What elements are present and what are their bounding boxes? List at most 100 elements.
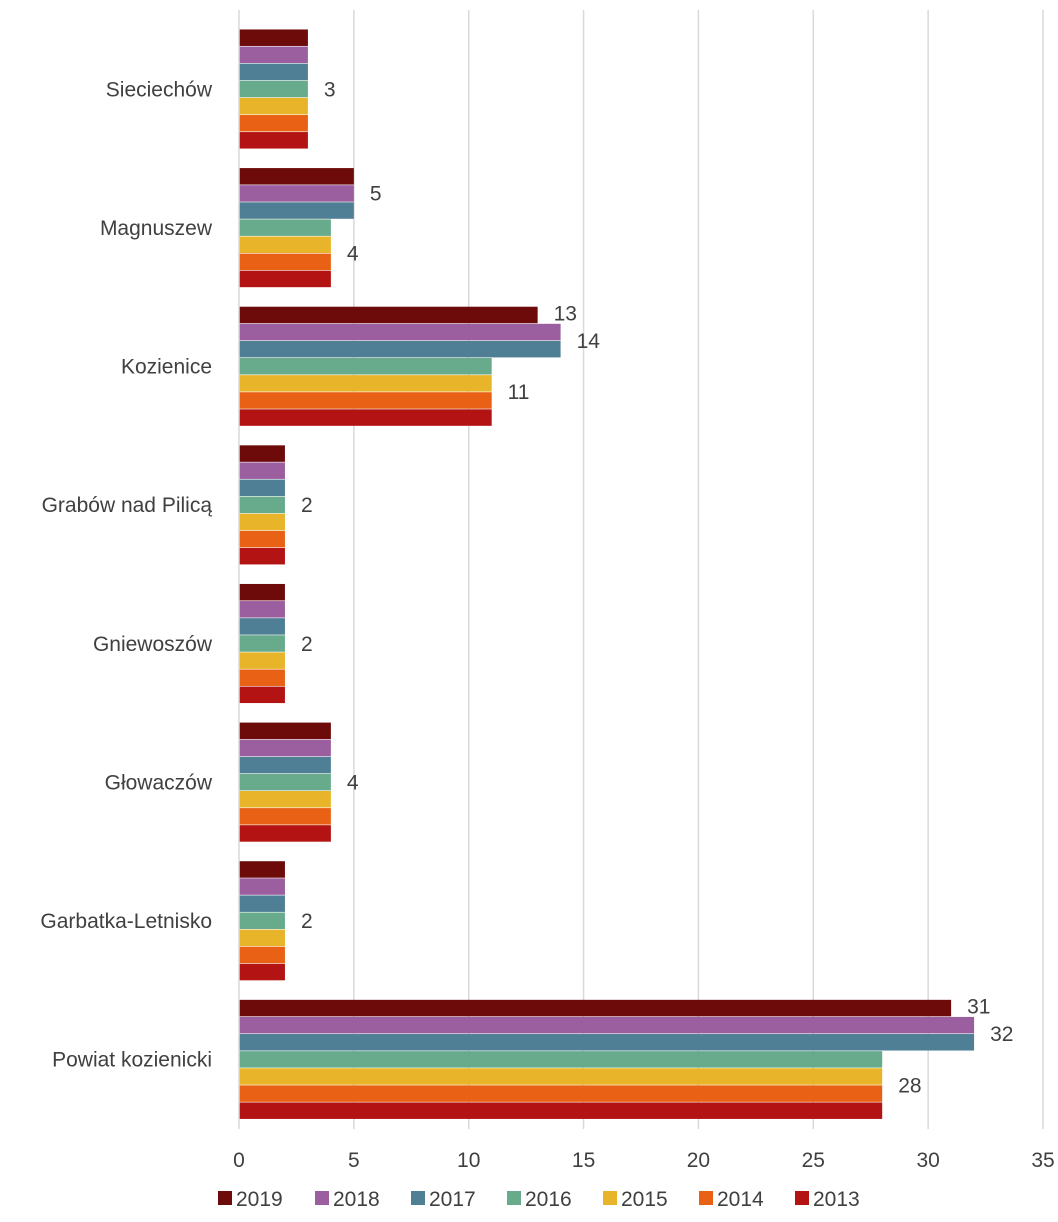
bar-garbatka-letnisko-2016: Garbatka-Letnisko 2016: 2	[239, 912, 285, 930]
data-label-sieciechow-3: 3	[324, 78, 336, 101]
bar-sieciechow-2016: Sieciechów 2016: 3	[239, 80, 308, 98]
bar-grabow-nad-pilica-2014: Grabów nad Pilicą 2014: 2	[239, 530, 285, 548]
data-label-powiat-kozienicki-32: 32	[990, 1023, 1013, 1046]
data-label-gniewoszow-2: 2	[301, 633, 313, 656]
bar-grabow-nad-pilica-2015: Grabów nad Pilicą 2015: 2	[239, 513, 285, 531]
bar-garbatka-letnisko-2015: Garbatka-Letnisko 2015: 2	[239, 929, 285, 947]
bar-sieciechow-2018: Sieciechów 2018: 3	[239, 46, 308, 64]
bar-kozienice-2018: Kozienice 2018: 14	[239, 323, 561, 341]
bar-gniewoszow-2013: Gniewoszów 2013: 2	[239, 686, 285, 704]
bar-gniewoszow-2017: Gniewoszów 2017: 2	[239, 618, 285, 635]
x-tick-label-15: 15	[572, 1149, 595, 1172]
bar-sieciechow-2015: Sieciechów 2015: 3	[239, 97, 308, 115]
category-label-garbatka-letnisko: Garbatka-Letnisko	[40, 910, 212, 933]
bar-gniewoszow-2014: Gniewoszów 2014: 2	[239, 669, 285, 686]
category-label-sieciechow: Sieciechów	[106, 78, 213, 101]
data-label-powiat-kozienicki-28: 28	[898, 1074, 921, 1097]
bar-magnuszew-2014: Magnuszew 2014: 4	[239, 253, 331, 271]
legend: 2019 2018 2017 2016 2015 2014 2013	[218, 1188, 860, 1211]
data-label-magnuszew-4: 4	[347, 243, 359, 266]
category-label-magnuszew: Magnuszew	[100, 217, 213, 240]
legend-label-2018: 2018	[333, 1188, 380, 1211]
x-tick-label-30: 30	[916, 1149, 939, 1172]
category-label-glowaczow: Głowaczów	[105, 771, 213, 794]
legend-label-2019: 2019	[236, 1188, 283, 1211]
x-tick-label-5: 5	[348, 1149, 360, 1172]
x-axis-tick-labels: 0 5 10 15 20 25 30 35	[233, 1149, 1055, 1172]
bar-magnuszew-2016: Magnuszew 2016: 4	[239, 219, 331, 236]
bar-garbatka-letnisko-2018: Garbatka-Letnisko 2018: 2	[239, 878, 285, 895]
bar-sieciechow-2013: Sieciechów 2013: 3	[239, 132, 308, 149]
data-label-kozienice-14: 14	[577, 330, 601, 353]
bar-glowaczow-2014: Głowaczów 2014: 4	[239, 808, 331, 825]
bar-garbatka-letnisko-2019: Garbatka-Letnisko 2019: 2	[239, 861, 285, 878]
bar-gniewoszow-2016: Gniewoszów 2016: 2	[239, 635, 285, 652]
bar-grabow-nad-pilica-2017: Grabów nad Pilicą 2017: 2	[239, 479, 285, 497]
bar-garbatka-letnisko-2017: Garbatka-Letnisko 2017: 2	[239, 895, 285, 912]
bar-powiat-kozienicki-2019: Powiat kozienicki 2019: 31	[239, 999, 952, 1017]
category-label-kozienice: Kozienice	[121, 356, 212, 379]
bar-glowaczow-2018: Głowaczów 2018: 4	[239, 739, 331, 757]
bar-kozienice-2014: Kozienice 2014: 11	[239, 392, 492, 409]
bar-grabow-nad-pilica-2013: Grabów nad Pilicą 2013: 2	[239, 547, 285, 565]
bar-gniewoszow-2019: Gniewoszów 2019: 2	[239, 583, 285, 601]
bar-gniewoszow-2018: Gniewoszów 2018: 2	[239, 601, 285, 618]
bar-powiat-kozienicki-2015: Powiat kozienicki 2015: 28	[239, 1068, 883, 1085]
bar-kozienice-2015: Kozienice 2015: 11	[239, 375, 492, 392]
bar-sieciechow-2014: Sieciechów 2014: 3	[239, 114, 308, 132]
data-label-powiat-kozienicki-31: 31	[967, 995, 990, 1018]
legend-swatch-2019	[218, 1191, 232, 1205]
data-label-kozienice-13: 13	[554, 302, 577, 325]
x-tick-label-10: 10	[457, 1149, 480, 1172]
x-tick-label-0: 0	[233, 1149, 245, 1172]
bar-gniewoszow-2015: Gniewoszów 2015: 2	[239, 652, 285, 669]
bar-sieciechow-2017: Sieciechów 2017: 3	[239, 63, 308, 81]
data-label-garbatka-letnisko-2: 2	[301, 910, 313, 933]
bar-glowaczow-2015: Głowaczów 2015: 4	[239, 790, 331, 808]
gridlines	[353, 10, 1044, 1129]
bar-sieciechow-2019: Sieciechów 2019: 3	[239, 29, 308, 46]
bar-kozienice-2016: Kozienice 2016: 11	[239, 358, 492, 375]
bar-powiat-kozienicki-2016: Powiat kozienicki 2016: 28	[239, 1051, 883, 1068]
legend-swatch-2014	[699, 1191, 713, 1205]
legend-label-2016: 2016	[525, 1188, 572, 1211]
bar-powiat-kozienicki-2014: Powiat kozienicki 2014: 28	[239, 1085, 883, 1102]
category-label-gniewoszow: Gniewoszów	[93, 633, 213, 656]
legend-label-2015: 2015	[621, 1188, 668, 1211]
bars: Sieciechów 2019: 3Sieciechów 2018: 3Siec…	[239, 29, 975, 1119]
bar-grabow-nad-pilica-2016: Grabów nad Pilicą 2016: 2	[239, 496, 285, 514]
bar-powiat-kozienicki-2013: Powiat kozienicki 2013: 28	[239, 1102, 883, 1119]
x-tick-label-35: 35	[1031, 1149, 1054, 1172]
category-label-powiat-kozienicki: Powiat kozienicki	[52, 1049, 212, 1072]
bar-powiat-kozienicki-2018: Powiat kozienicki 2018: 32	[239, 1016, 975, 1034]
legend-swatch-2015	[603, 1191, 617, 1205]
bar-garbatka-letnisko-2014: Garbatka-Letnisko 2014: 2	[239, 946, 285, 964]
legend-swatch-2016	[507, 1191, 521, 1205]
data-label-glowaczow-4: 4	[347, 771, 359, 794]
bar-grabow-nad-pilica-2018: Grabów nad Pilicą 2018: 2	[239, 462, 285, 479]
bar-kozienice-2013: Kozienice 2013: 11	[239, 409, 492, 426]
bar-glowaczow-2016: Głowaczów 2016: 4	[239, 773, 331, 791]
legend-swatch-2017	[411, 1191, 425, 1205]
data-label-kozienice-11: 11	[508, 381, 530, 404]
bar-glowaczow-2019: Głowaczów 2019: 4	[239, 722, 331, 740]
legend-label-2017: 2017	[429, 1188, 476, 1211]
bar-glowaczow-2013: Głowaczów 2013: 4	[239, 825, 331, 842]
bar-powiat-kozienicki-2017: Powiat kozienicki 2017: 32	[239, 1034, 975, 1051]
bar-kozienice-2019: Kozienice 2019: 13	[239, 306, 538, 324]
legend-swatch-2018	[315, 1191, 329, 1205]
legend-label-2014: 2014	[717, 1188, 764, 1211]
bar-magnuszew-2017: Magnuszew 2017: 5	[239, 202, 354, 219]
bar-magnuszew-2018: Magnuszew 2018: 5	[239, 185, 354, 202]
bar-magnuszew-2019: Magnuszew 2019: 5	[239, 168, 354, 185]
x-tick-label-20: 20	[687, 1149, 710, 1172]
bar-grabow-nad-pilica-2019: Grabów nad Pilicą 2019: 2	[239, 445, 285, 462]
data-label-grabow-nad-pilica-2: 2	[301, 494, 313, 517]
category-labels: Sieciechów Magnuszew Kozienice Grabów nad P…	[40, 78, 212, 1071]
x-tick-label-25: 25	[802, 1149, 825, 1172]
data-label-magnuszew-5: 5	[370, 183, 382, 206]
bar-garbatka-letnisko-2013: Garbatka-Letnisko 2013: 2	[239, 963, 285, 981]
legend-swatch-2013	[795, 1191, 809, 1205]
